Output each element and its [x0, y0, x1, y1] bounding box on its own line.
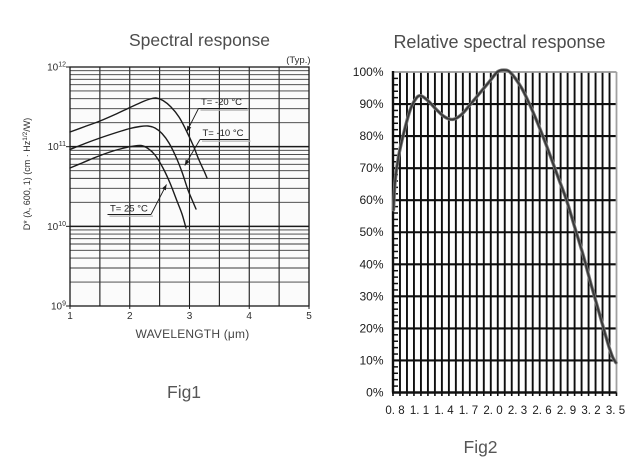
svg-text:D* (λ, 600, 1) (cm · Hz1/2/W): D* (λ, 600, 1) (cm · Hz1/2/W)	[22, 118, 32, 231]
svg-text:WAVELENGTH (μm): WAVELENGTH (μm)	[136, 327, 250, 341]
svg-text:3. 5: 3. 5	[606, 405, 625, 417]
svg-text:0%: 0%	[366, 386, 384, 400]
svg-text:T= 25 °C: T= 25 °C	[110, 204, 148, 215]
svg-text:70%: 70%	[359, 161, 383, 175]
svg-text:10%: 10%	[359, 353, 383, 367]
svg-text:3: 3	[187, 311, 193, 322]
svg-text:1. 4: 1. 4	[434, 405, 454, 417]
svg-text:Relative spectral response: Relative spectral response	[393, 32, 605, 52]
svg-text:5: 5	[306, 311, 312, 322]
svg-text:60%: 60%	[359, 193, 383, 207]
svg-text:40%: 40%	[359, 257, 383, 271]
svg-text:T= -20 °C: T= -20 °C	[201, 97, 242, 108]
svg-text:2. 0: 2. 0	[483, 405, 502, 417]
svg-text:100%: 100%	[353, 65, 384, 79]
svg-text:30%: 30%	[359, 289, 383, 303]
svg-text:2. 3: 2. 3	[508, 405, 527, 417]
svg-text:1011: 1011	[48, 141, 66, 153]
svg-text:2. 9: 2. 9	[557, 405, 576, 417]
svg-text:1. 1: 1. 1	[410, 405, 429, 417]
svg-text:2. 6: 2. 6	[532, 405, 551, 417]
svg-text:1: 1	[67, 311, 73, 322]
svg-text:20%: 20%	[359, 321, 383, 335]
svg-text:4: 4	[246, 311, 252, 322]
svg-text:80%: 80%	[359, 129, 383, 143]
svg-text:1. 7: 1. 7	[459, 405, 478, 417]
svg-text:90%: 90%	[359, 97, 383, 111]
svg-text:2: 2	[127, 311, 133, 322]
svg-text:109: 109	[51, 301, 66, 313]
svg-text:1012: 1012	[47, 62, 66, 74]
svg-text:0. 8: 0. 8	[385, 405, 404, 417]
svg-text:T= -10 °C: T= -10 °C	[203, 128, 244, 139]
svg-text:Fig2: Fig2	[464, 437, 498, 457]
svg-text:1010: 1010	[47, 221, 66, 233]
svg-text:(Typ.): (Typ.)	[286, 55, 310, 66]
svg-text:Fig1: Fig1	[167, 382, 201, 402]
svg-text:Spectral response: Spectral response	[129, 30, 270, 50]
svg-text:3. 2: 3. 2	[581, 405, 600, 417]
svg-text:50%: 50%	[359, 225, 383, 239]
